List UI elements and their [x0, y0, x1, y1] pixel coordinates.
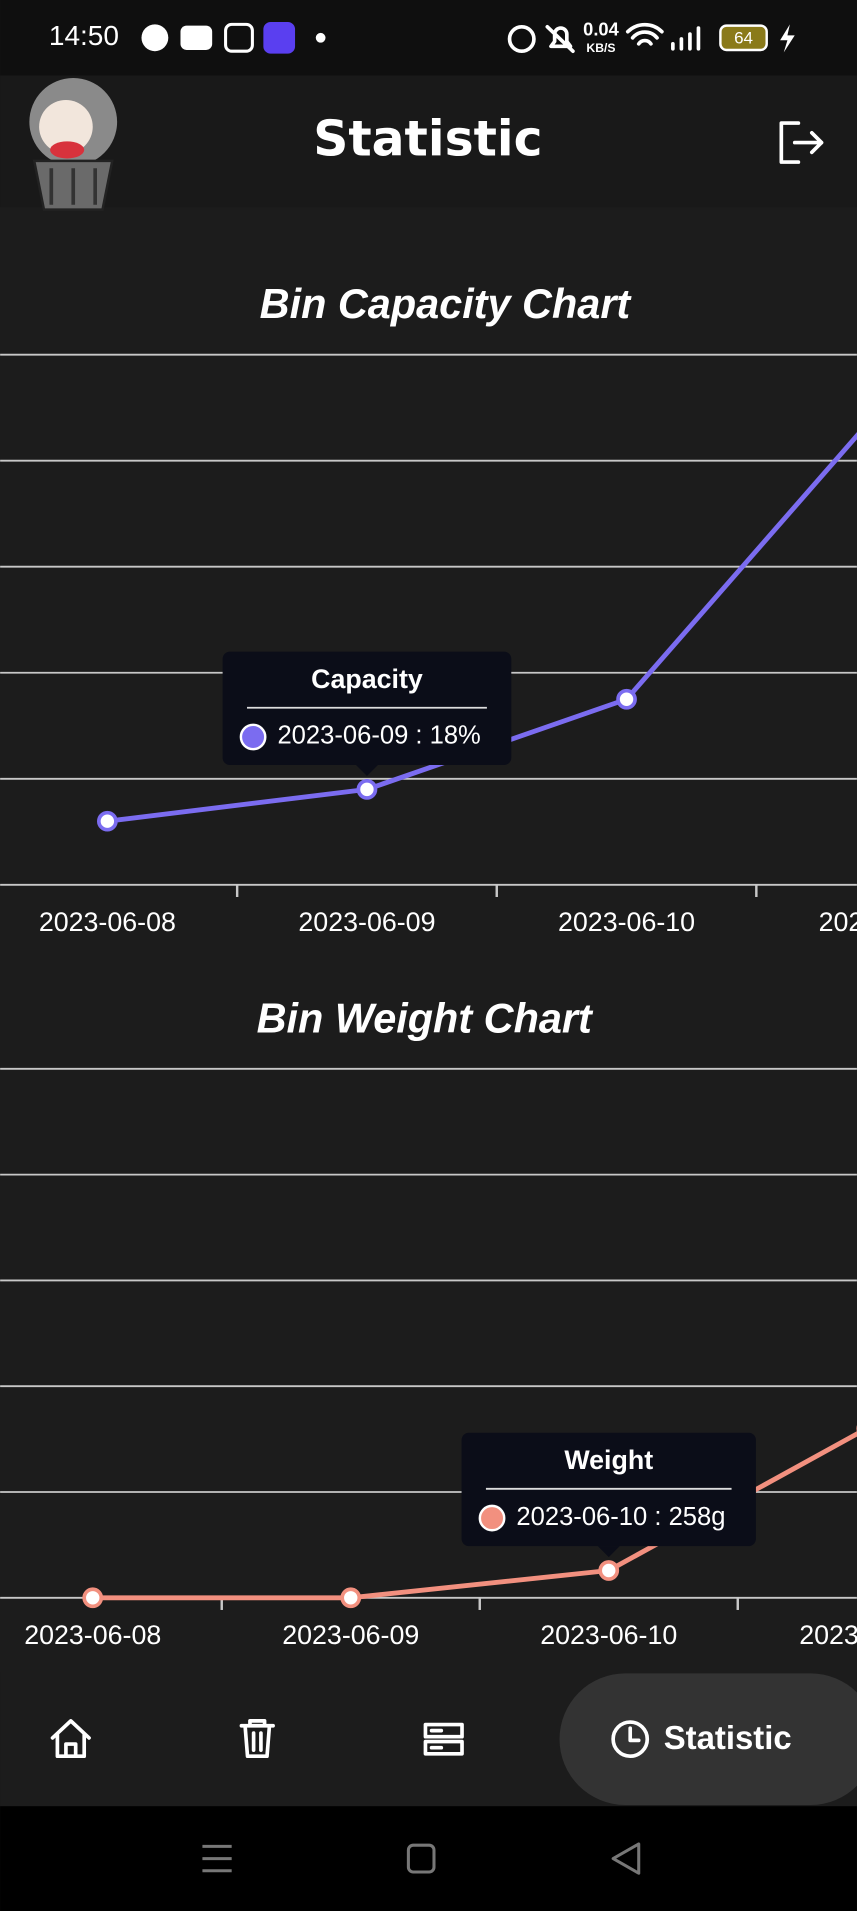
signal-icon — [671, 26, 701, 51]
nav-home[interactable] — [50, 1719, 91, 1759]
home-button[interactable] — [406, 1843, 436, 1874]
x-tick-label: 2023-06-11 — [819, 907, 857, 937]
avatar — [29, 78, 118, 211]
app-icon — [263, 21, 296, 54]
back-button[interactable] — [611, 1842, 641, 1875]
x-tick-label: 2023-06-09 — [282, 1620, 419, 1650]
nav-data[interactable] — [423, 1722, 464, 1756]
nav-bin[interactable] — [239, 1719, 275, 1759]
chart-title: Bin Capacity Chart — [260, 280, 633, 327]
x-tick-label: 2023-06-11 — [799, 1620, 857, 1650]
data-point — [340, 1587, 362, 1609]
alarm-icon — [507, 24, 536, 54]
bottom-nav: Statistic — [0, 1672, 857, 1807]
app-icon — [141, 24, 169, 52]
header-bg — [0, 75, 857, 208]
x-tick-label: 2023-06-09 — [298, 907, 435, 937]
data-point — [616, 688, 637, 710]
tooltip-swatch — [239, 723, 267, 751]
data-point — [356, 779, 378, 800]
menu-button[interactable] — [202, 1844, 232, 1873]
net-unit: KB/S — [586, 41, 615, 55]
net-speed: 0.04 — [583, 18, 619, 39]
header: Statistic — [0, 75, 857, 211]
tooltip-swatch — [478, 1504, 506, 1532]
battery-level: 64 — [734, 29, 753, 48]
charging-icon — [780, 24, 795, 53]
tooltip-text: 2023-06-10 : 258g — [516, 1503, 725, 1531]
tooltip-title: Weight — [564, 1445, 653, 1475]
x-tick-label: 2023-06-08 — [39, 907, 176, 937]
x-tick-label: 2023-06-10 — [558, 907, 695, 937]
app-icon — [224, 22, 254, 53]
tooltip-arrow — [355, 765, 378, 776]
active-pill — [559, 1673, 857, 1805]
wifi-icon — [625, 22, 664, 46]
x-tick-label: 2023-06-10 — [540, 1620, 677, 1650]
charts: Bin Capacity Chart 2023-06-08 2023-06-09 20… — [0, 280, 857, 1650]
app-icon — [180, 25, 213, 50]
nav-statistic[interactable]: Statistic — [559, 1673, 857, 1805]
battery — [719, 24, 768, 52]
tooltip: Weight 2023-06-10 : 258g — [461, 1432, 756, 1558]
x-tick-label: 2023-06-08 — [24, 1620, 161, 1650]
dot — [315, 32, 326, 43]
status-bar: 14:50 0.04 KB/S 64 — [0, 0, 857, 76]
logout-button[interactable] — [779, 121, 824, 164]
data-point — [82, 1587, 104, 1609]
system-nav — [0, 1806, 857, 1911]
nav-label: Statistic — [664, 1719, 792, 1756]
system-nav-bg — [0, 1806, 857, 1911]
chart-title: Bin Weight Chart — [257, 994, 594, 1041]
tooltip-title: Capacity — [311, 664, 423, 694]
page-title: Statistic — [313, 112, 542, 168]
data-point — [97, 810, 118, 832]
tooltip: Capacity 2023-06-09 : 18% — [222, 651, 512, 776]
data-point — [598, 1560, 620, 1581]
tooltip-text: 2023-06-09 : 18% — [277, 722, 480, 750]
clock: 14:50 — [49, 20, 119, 51]
tooltip-arrow — [597, 1546, 620, 1558]
mute-icon — [545, 24, 575, 54]
